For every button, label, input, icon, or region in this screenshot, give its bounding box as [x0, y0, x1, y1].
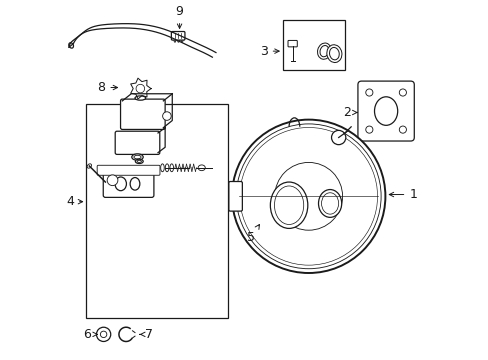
Ellipse shape: [134, 155, 141, 159]
Circle shape: [107, 175, 118, 186]
FancyBboxPatch shape: [121, 99, 165, 130]
Ellipse shape: [288, 42, 296, 45]
Circle shape: [365, 126, 372, 133]
Ellipse shape: [161, 164, 164, 172]
Ellipse shape: [170, 164, 173, 172]
Ellipse shape: [131, 154, 143, 160]
Bar: [283, 21, 345, 71]
Circle shape: [399, 89, 406, 96]
Ellipse shape: [321, 193, 338, 214]
FancyBboxPatch shape: [115, 131, 160, 154]
Text: 7: 7: [140, 328, 153, 341]
FancyBboxPatch shape: [357, 81, 413, 141]
Ellipse shape: [270, 182, 307, 228]
Circle shape: [100, 331, 106, 338]
Ellipse shape: [135, 159, 143, 163]
Text: 8: 8: [97, 81, 117, 94]
Ellipse shape: [198, 165, 205, 171]
FancyBboxPatch shape: [103, 170, 154, 197]
Text: 5: 5: [246, 225, 259, 244]
FancyBboxPatch shape: [228, 181, 242, 211]
Ellipse shape: [317, 43, 330, 59]
Circle shape: [399, 126, 406, 133]
Ellipse shape: [326, 45, 341, 63]
FancyBboxPatch shape: [287, 40, 297, 47]
Ellipse shape: [87, 164, 91, 168]
Text: 6: 6: [83, 328, 97, 341]
Circle shape: [231, 120, 385, 273]
Text: 4: 4: [66, 195, 82, 208]
Ellipse shape: [130, 177, 140, 190]
Text: 1: 1: [388, 188, 416, 201]
Circle shape: [331, 130, 345, 145]
Text: 3: 3: [259, 45, 279, 58]
Ellipse shape: [318, 189, 341, 217]
Circle shape: [96, 327, 110, 342]
Ellipse shape: [329, 48, 339, 60]
Ellipse shape: [319, 45, 328, 57]
FancyBboxPatch shape: [97, 165, 160, 175]
Ellipse shape: [274, 186, 303, 225]
Bar: [85, 104, 228, 318]
Text: 9: 9: [175, 5, 183, 28]
Ellipse shape: [374, 97, 397, 125]
Text: 2: 2: [342, 106, 356, 119]
Ellipse shape: [135, 96, 145, 100]
Circle shape: [365, 89, 372, 96]
FancyBboxPatch shape: [171, 32, 184, 40]
Circle shape: [163, 112, 171, 120]
Ellipse shape: [165, 164, 168, 172]
Ellipse shape: [115, 177, 126, 191]
Ellipse shape: [137, 160, 141, 162]
